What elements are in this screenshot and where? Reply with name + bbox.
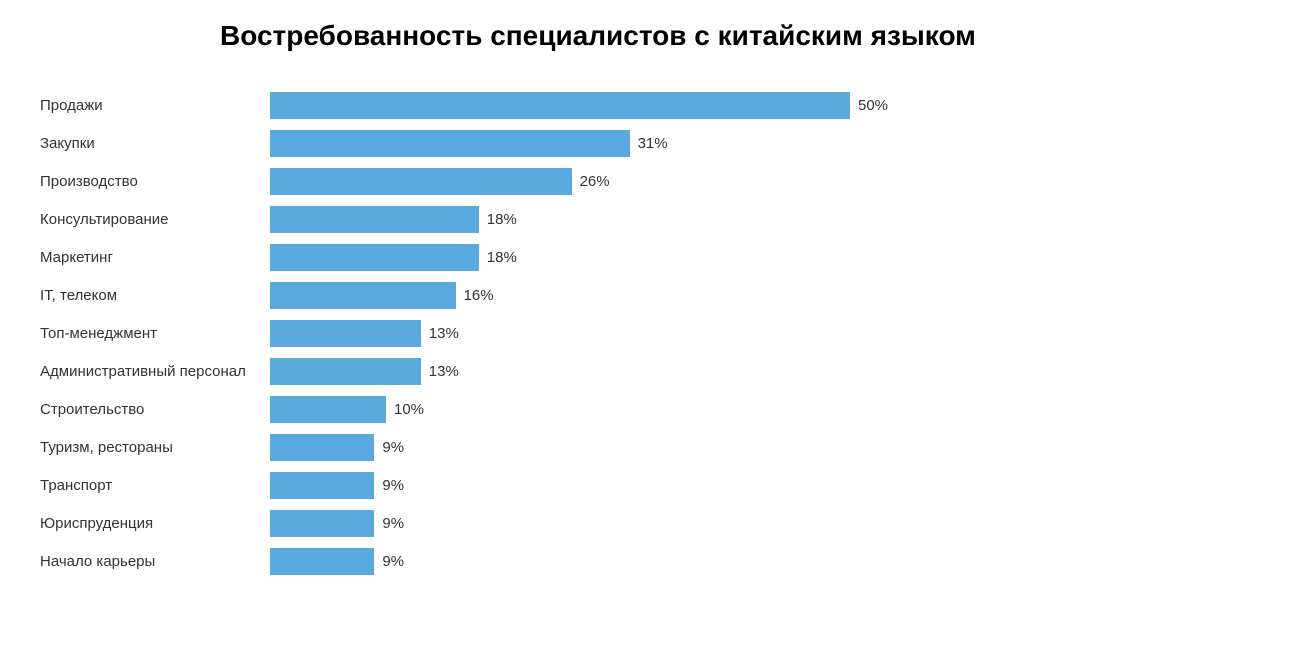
bar-row: IT, телеком 16% [40, 282, 1260, 309]
bar-value: 10% [394, 401, 424, 418]
bar-row: Административный персонал 13% [40, 358, 1260, 385]
bar-row: Производство 26% [40, 168, 1260, 195]
bar-row: Транспорт 9% [40, 472, 1260, 499]
bar-area: 18% [270, 206, 1260, 233]
bar-label: Продажи [40, 97, 270, 114]
bar-row: Маркетинг 18% [40, 244, 1260, 271]
bar-label: Закупки [40, 135, 270, 152]
bar-value: 9% [382, 515, 404, 532]
bar [270, 472, 374, 499]
bar-value: 13% [429, 325, 459, 342]
bar-row: Юриспруденция 9% [40, 510, 1260, 537]
bar-label: Маркетинг [40, 249, 270, 266]
bar-row: Закупки 31% [40, 130, 1260, 157]
bar-row: Строительство 10% [40, 396, 1260, 423]
bar [270, 206, 479, 233]
bar-area: 26% [270, 168, 1260, 195]
bar-row: Топ-менеджмент 13% [40, 320, 1260, 347]
bar-value: 18% [487, 249, 517, 266]
bar-label: Производство [40, 173, 270, 190]
bar-label: Туризм, рестораны [40, 439, 270, 456]
bar-area: 13% [270, 320, 1260, 347]
bar-label: Юриспруденция [40, 515, 270, 532]
bar-area: 13% [270, 358, 1260, 385]
chart-title: Востребованность специалистов с китайски… [220, 20, 1260, 52]
bar [270, 358, 421, 385]
bar [270, 396, 386, 423]
bar-value: 9% [382, 477, 404, 494]
bar-value: 26% [580, 173, 610, 190]
bar [270, 548, 374, 575]
bar [270, 168, 572, 195]
bar-area: 31% [270, 130, 1260, 157]
bar [270, 510, 374, 537]
bar-area: 18% [270, 244, 1260, 271]
bar [270, 282, 456, 309]
bar [270, 130, 630, 157]
bar-value: 13% [429, 363, 459, 380]
bar-label: Начало карьеры [40, 553, 270, 570]
bar [270, 244, 479, 271]
bar-label: Консультирование [40, 211, 270, 228]
bar-area: 9% [270, 434, 1260, 461]
bar-value: 16% [464, 287, 494, 304]
chart-body: Продажи 50% Закупки 31% Производство 26% Консу… [40, 92, 1260, 575]
bar-value: 50% [858, 97, 888, 114]
bar-value: 31% [638, 135, 668, 152]
bar-label: Строительство [40, 401, 270, 418]
bar-value: 9% [382, 439, 404, 456]
bar-area: 50% [270, 92, 1260, 119]
bar-area: 9% [270, 472, 1260, 499]
bar-label: Топ-менеджмент [40, 325, 270, 342]
bar-value: 9% [382, 553, 404, 570]
bar-area: 9% [270, 510, 1260, 537]
bar-row: Туризм, рестораны 9% [40, 434, 1260, 461]
bar-label: IT, телеком [40, 287, 270, 304]
bar-area: 16% [270, 282, 1260, 309]
bar-area: 10% [270, 396, 1260, 423]
bar [270, 434, 374, 461]
bar-value: 18% [487, 211, 517, 228]
bar-row: Консультирование 18% [40, 206, 1260, 233]
bar-area: 9% [270, 548, 1260, 575]
bar-label: Административный персонал [40, 363, 270, 380]
bar-row: Продажи 50% [40, 92, 1260, 119]
chart-container: Востребованность специалистов с китайски… [40, 20, 1260, 575]
bar [270, 320, 421, 347]
bar [270, 92, 850, 119]
bar-row: Начало карьеры 9% [40, 548, 1260, 575]
bar-label: Транспорт [40, 477, 270, 494]
